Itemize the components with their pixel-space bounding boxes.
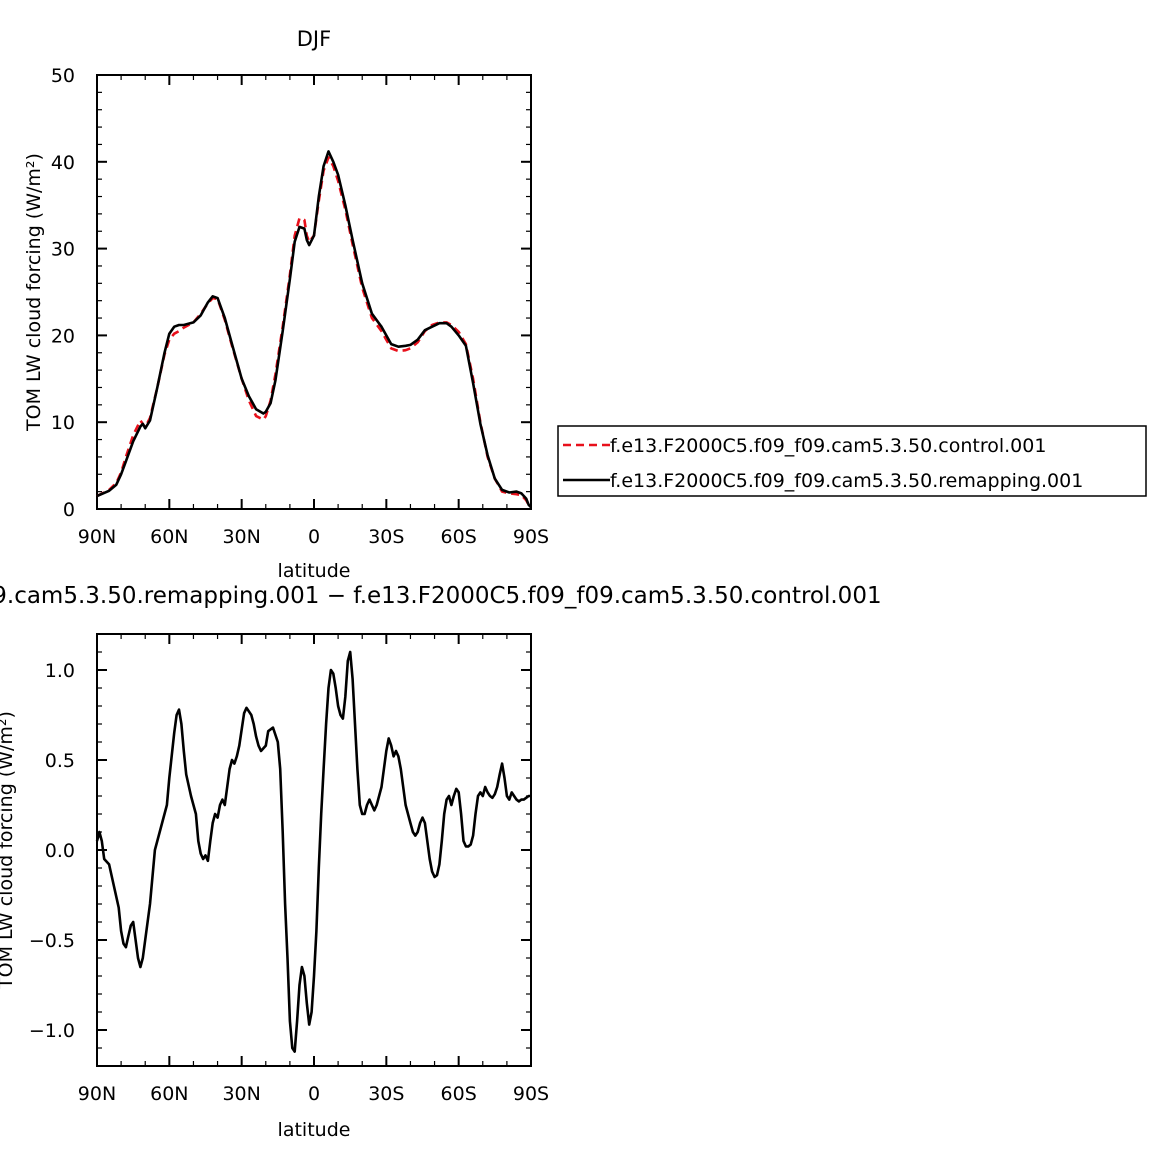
- legend-remapping-label: f.e13.F2000C5.f09_f09.cam5.3.50.remappin…: [610, 470, 1083, 492]
- y-tick-label: 30: [51, 239, 75, 261]
- top-chart-title: DJF: [297, 27, 331, 51]
- x-tick-label: 30N: [222, 526, 260, 548]
- top-axis-ticks: 90N 60N 30N 0 30S 60S 90S 0 10 20 30 40 50: [51, 65, 549, 548]
- x-tick-label: 90N: [78, 1083, 116, 1105]
- top-series-lines: [96, 150, 532, 509]
- y-tick-label: 40: [51, 152, 75, 174]
- y-tick-label: 1.0: [45, 660, 75, 682]
- y-tick-label: 0.0: [45, 840, 75, 862]
- top-panel: DJF 90N 60N 30N 0 30S 60S 90S 0 10 20 30 40 50 latit…: [23, 27, 1147, 582]
- top-plot-frame: [96, 74, 532, 510]
- legend-control-label: f.e13.F2000C5.f09_f09.cam5.3.50.control.…: [610, 435, 1046, 457]
- x-tick-label: 0: [308, 1083, 320, 1105]
- bottom-panel: f.e13.F2000C5.f09_f09.cam5.3.50.remappin…: [0, 583, 882, 1141]
- x-tick-label: 0: [308, 526, 320, 548]
- series-line-difference: [95, 650, 531, 1053]
- top-x-axis-label: latitude: [278, 560, 351, 582]
- bottom-axis-ticks: 90N 60N 30N 0 30S 60S 90S 1.0 0.5 0.0 −0.5 −1.0: [29, 633, 549, 1105]
- legend-box: [557, 425, 1147, 497]
- bottom-x-axis-label: latitude: [278, 1119, 351, 1141]
- x-tick-label: 90S: [513, 1083, 549, 1105]
- x-tick-label: 60N: [150, 1083, 188, 1105]
- y-tick-label: 0: [63, 499, 75, 521]
- x-tick-label: 90N: [78, 526, 116, 548]
- x-tick-label: 30S: [368, 1083, 404, 1105]
- x-tick-label: 60S: [441, 1083, 477, 1105]
- x-tick-label: 60N: [150, 526, 188, 548]
- y-tick-label: 20: [51, 325, 75, 347]
- top-y-axis-label: TOM LW cloud forcing (W/m²): [23, 153, 45, 432]
- y-tick-label: −1.0: [29, 1020, 75, 1042]
- y-tick-label: 0.5: [45, 750, 75, 772]
- series-line-remapping: [96, 150, 532, 509]
- series-line-control: [96, 156, 532, 509]
- bottom-chart-title: f.e13.F2000C5.f09_f09.cam5.3.50.remappin…: [0, 583, 882, 609]
- y-tick-label: −0.5: [29, 930, 75, 952]
- x-tick-label: 30N: [222, 1083, 260, 1105]
- legend: f.e13.F2000C5.f09_f09.cam5.3.50.control.…: [557, 425, 1147, 497]
- bottom-plot-frame: [96, 633, 532, 1067]
- x-tick-label: 30S: [368, 526, 404, 548]
- bottom-series-line: [95, 650, 531, 1053]
- bottom-y-axis-label: TOM LW cloud forcing (W/m²): [0, 711, 17, 990]
- x-tick-label: 90S: [513, 526, 549, 548]
- x-tick-label: 60S: [441, 526, 477, 548]
- y-tick-label: 10: [51, 412, 75, 434]
- y-tick-label: 50: [51, 65, 75, 87]
